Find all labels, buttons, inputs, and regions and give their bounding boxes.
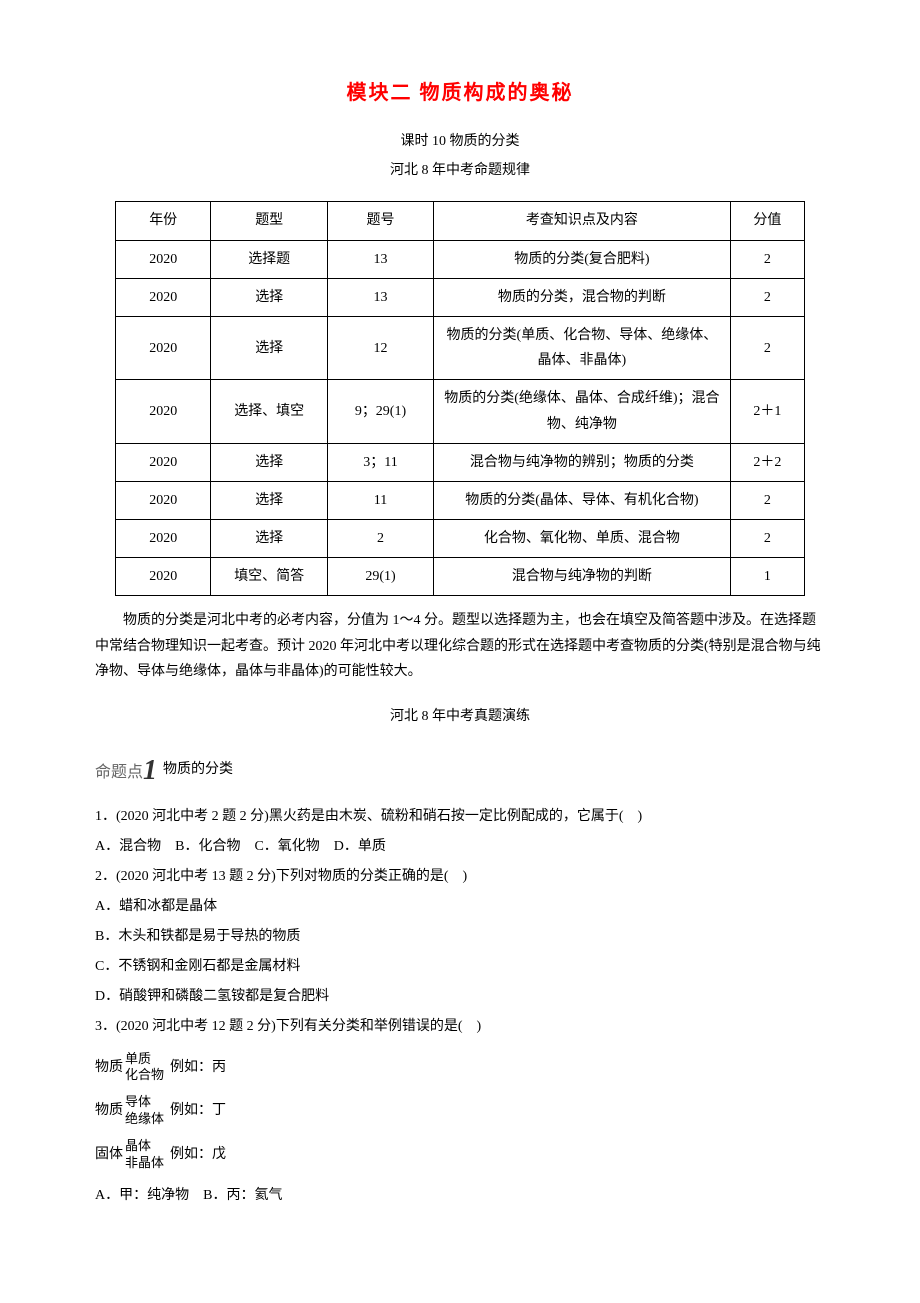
exam-rules-table: 年份 题型 题号 考查知识点及内容 分值 2020选择题13物质的分类(复合肥料… <box>115 201 805 596</box>
table-cell: 2 <box>730 481 804 519</box>
branch-bottom: 化合物 <box>125 1067 164 1084</box>
table-row: 2020选择2化合物、氧化物、单质、混合物2 <box>116 520 805 558</box>
header-type: 题型 <box>211 202 328 240</box>
options-inline: A．混合物 B．化合物 C．氧化物 D．单质 <box>95 833 825 861</box>
table-row: 2020填空、简答29(1)混合物与纯净物的判断1 <box>116 558 805 596</box>
branch-mid: 晶体非晶体 <box>125 1138 164 1172</box>
table-cell: 选择 <box>211 278 328 316</box>
table-header-row: 年份 题型 题号 考查知识点及内容 分值 <box>116 202 805 240</box>
table-cell: 2 <box>730 316 804 379</box>
topic-point-icon: 命题点1 <box>95 744 157 794</box>
table-cell: 混合物与纯净物的判断 <box>433 558 730 596</box>
lesson-subtitle: 课时 10 物质的分类 <box>95 129 825 154</box>
branch-bottom: 绝缘体 <box>125 1111 164 1128</box>
table-cell: 选择 <box>211 481 328 519</box>
header-number: 题号 <box>327 202 433 240</box>
table-cell: 9；29(1) <box>327 380 433 443</box>
branch-left: 物质 <box>95 1058 123 1078</box>
table-row: 2020选择11物质的分类(晶体、导体、有机化合物)2 <box>116 481 805 519</box>
table-cell: 12 <box>327 316 433 379</box>
table-cell: 选择题 <box>211 240 328 278</box>
branch-right: 例如：丁 <box>170 1101 226 1121</box>
table-cell: 2＋1 <box>730 380 804 443</box>
table-cell: 2020 <box>116 380 211 443</box>
branch-left: 物质 <box>95 1101 123 1121</box>
branch-right: 例如：戊 <box>170 1145 226 1165</box>
table-cell: 13 <box>327 240 433 278</box>
table-cell: 物质的分类(单质、化合物、导体、绝缘体、晶体、非晶体) <box>433 316 730 379</box>
table-cell: 2020 <box>116 558 211 596</box>
module-title: 模块二 物质构成的奥秘 <box>95 75 825 111</box>
topic-point-row: 命题点1 物质的分类 <box>95 744 825 794</box>
topic-text: 物质的分类 <box>163 757 233 782</box>
branch-bottom: 非晶体 <box>125 1155 164 1172</box>
option-line: D．硝酸钾和磷酸二氢铵都是复合肥料 <box>95 983 825 1011</box>
table-cell: 物质的分类(绝缘体、晶体、合成纤维)；混合物、纯净物 <box>433 380 730 443</box>
practice-heading: 河北 8 年中考真题演练 <box>95 704 825 729</box>
table-cell: 2 <box>327 520 433 558</box>
branch-top: 导体 <box>125 1094 164 1111</box>
option-line: C．不锈钢和金刚石都是金属材料 <box>95 953 825 981</box>
table-cell: 2 <box>730 520 804 558</box>
question: 2．(2020 河北中考 13 题 2 分)下列对物质的分类正确的是( ) <box>95 863 825 891</box>
table-cell: 2020 <box>116 520 211 558</box>
table-cell: 2 <box>730 278 804 316</box>
table-cell: 物质的分类，混合物的判断 <box>433 278 730 316</box>
table-row: 2020选择13物质的分类，混合物的判断2 <box>116 278 805 316</box>
branch-top: 单质 <box>125 1051 164 1068</box>
table-cell: 2020 <box>116 316 211 379</box>
table-cell: 物质的分类(复合肥料) <box>433 240 730 278</box>
table-cell: 选择 <box>211 316 328 379</box>
description-paragraph: 物质的分类是河北中考的必考内容，分值为 1～4 分。题型以选择题为主，也会在填空… <box>95 608 825 684</box>
branch-right: 例如：丙 <box>170 1058 226 1078</box>
table-cell: 2020 <box>116 278 211 316</box>
option-line: B．木头和铁都是易于导热的物质 <box>95 923 825 951</box>
table-row: 2020选择12物质的分类(单质、化合物、导体、绝缘体、晶体、非晶体)2 <box>116 316 805 379</box>
table-cell: 2＋2 <box>730 443 804 481</box>
table-row: 2020选择题13物质的分类(复合肥料)2 <box>116 240 805 278</box>
topic-number: 1 <box>143 755 157 786</box>
table-cell: 2020 <box>116 240 211 278</box>
table-cell: 11 <box>327 481 433 519</box>
branch-block: 物质单质化合物例如：丙 <box>95 1051 825 1085</box>
table-cell: 13 <box>327 278 433 316</box>
table-cell: 选择、填空 <box>211 380 328 443</box>
branch-top: 晶体 <box>125 1138 164 1155</box>
table-cell: 29(1) <box>327 558 433 596</box>
table-cell: 化合物、氧化物、单质、混合物 <box>433 520 730 558</box>
header-year: 年份 <box>116 202 211 240</box>
header-content: 考查知识点及内容 <box>433 202 730 240</box>
table-cell: 选择 <box>211 520 328 558</box>
option-line: A．蜡和冰都是晶体 <box>95 893 825 921</box>
branch-mid: 导体绝缘体 <box>125 1094 164 1128</box>
table-cell: 1 <box>730 558 804 596</box>
branch-block: 固体晶体非晶体例如：戊 <box>95 1138 825 1172</box>
table-cell: 2020 <box>116 481 211 519</box>
header-score: 分值 <box>730 202 804 240</box>
table-cell: 2 <box>730 240 804 278</box>
table-cell: 3；11 <box>327 443 433 481</box>
branch-mid: 单质化合物 <box>125 1051 164 1085</box>
branch-left: 固体 <box>95 1145 123 1165</box>
topic-label-prefix: 命题点 <box>95 764 143 781</box>
table-cell: 2020 <box>116 443 211 481</box>
table-row: 2020选择3；11混合物与纯净物的辨别；物质的分类2＋2 <box>116 443 805 481</box>
table-cell: 填空、简答 <box>211 558 328 596</box>
table-cell: 混合物与纯净物的辨别；物质的分类 <box>433 443 730 481</box>
table-cell: 选择 <box>211 443 328 481</box>
table-cell: 物质的分类(晶体、导体、有机化合物) <box>433 481 730 519</box>
question: 1．(2020 河北中考 2 题 2 分)黑火药是由木炭、硫粉和硝石按一定比例配… <box>95 803 825 831</box>
table-row: 2020选择、填空9；29(1)物质的分类(绝缘体、晶体、合成纤维)；混合物、纯… <box>116 380 805 443</box>
exam-rule-subtitle: 河北 8 年中考命题规律 <box>95 158 825 183</box>
question: 3．(2020 河北中考 12 题 2 分)下列有关分类和举例错误的是( ) <box>95 1013 825 1041</box>
options-inline: A．甲：纯净物 B．丙：氦气 <box>95 1182 825 1210</box>
branch-block: 物质导体绝缘体例如：丁 <box>95 1094 825 1128</box>
